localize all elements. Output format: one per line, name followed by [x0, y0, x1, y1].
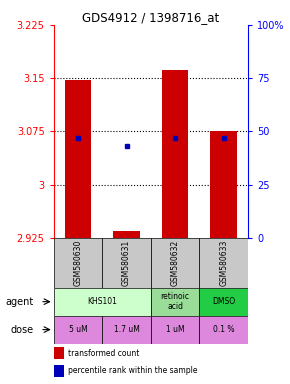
- Text: GSM580632: GSM580632: [171, 240, 180, 286]
- Bar: [200, 316, 248, 344]
- Bar: [151, 316, 199, 344]
- Text: transformed count: transformed count: [68, 349, 139, 358]
- Text: 5 uM: 5 uM: [68, 325, 87, 334]
- Text: GSM580633: GSM580633: [219, 240, 228, 286]
- Text: percentile rank within the sample: percentile rank within the sample: [68, 366, 198, 375]
- Text: 0.1 %: 0.1 %: [213, 325, 234, 334]
- Text: KHS101: KHS101: [87, 297, 117, 306]
- Bar: [151, 288, 199, 316]
- Bar: [102, 316, 151, 344]
- Bar: [65, 79, 91, 238]
- Bar: [200, 238, 248, 288]
- Bar: [54, 316, 102, 344]
- Bar: [113, 232, 140, 238]
- Bar: [210, 131, 237, 238]
- Bar: [162, 70, 188, 238]
- Text: 1.7 uM: 1.7 uM: [114, 325, 139, 334]
- Bar: [54, 238, 102, 288]
- Bar: [54, 288, 151, 316]
- Text: GSM580630: GSM580630: [73, 240, 82, 286]
- Text: GSM580631: GSM580631: [122, 240, 131, 286]
- Bar: [151, 238, 199, 288]
- Title: GDS4912 / 1398716_at: GDS4912 / 1398716_at: [82, 11, 220, 24]
- Text: DMSO: DMSO: [212, 297, 235, 306]
- Text: dose: dose: [10, 324, 33, 334]
- Text: retinoic
acid: retinoic acid: [161, 292, 190, 311]
- Bar: [54, 365, 64, 376]
- Bar: [54, 347, 64, 359]
- Text: agent: agent: [5, 297, 33, 307]
- Bar: [200, 288, 248, 316]
- Bar: [102, 238, 151, 288]
- Text: 1 uM: 1 uM: [166, 325, 184, 334]
